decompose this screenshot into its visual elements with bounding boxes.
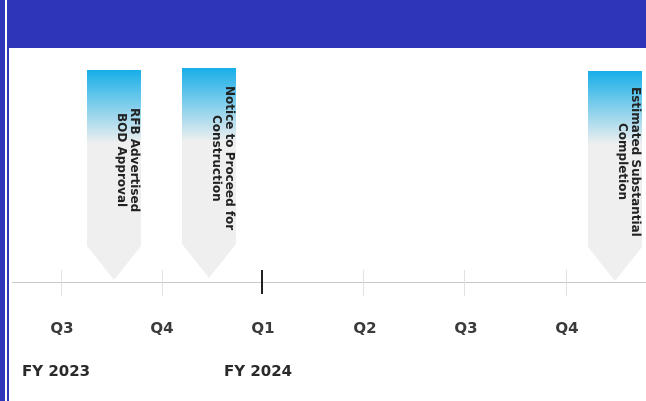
- quarter-label-q3-2024: Q3: [454, 319, 478, 337]
- quarter-tick: [464, 270, 465, 296]
- milestone-rfb-advertised[interactable]: RFB Advertised BOD Approval: [87, 70, 142, 280]
- quarter-tick: [61, 270, 62, 296]
- quarter-tick: [566, 270, 567, 296]
- fiscal-year-label-2023: FY 2023: [22, 362, 91, 380]
- header-bar: [0, 0, 646, 48]
- milestone-label-line1: Estimated Substantial: [629, 86, 643, 237]
- quarter-label-q3-2023: Q3: [50, 319, 74, 337]
- quarter-tick: [363, 270, 364, 296]
- quarter-label-q4-2023: Q4: [150, 319, 174, 337]
- milestone-label-line1: RFB Advertised: [128, 108, 142, 213]
- milestone-notice-to-proceed[interactable]: Notice to Proceed for Construction: [182, 68, 237, 278]
- quarter-tick: [162, 270, 163, 296]
- quarter-label-q2-2024: Q2: [353, 319, 377, 337]
- left-rail: [0, 0, 9, 401]
- milestone-label-line2: Construction: [210, 115, 224, 202]
- milestone-label-line2: Completion: [616, 122, 630, 201]
- milestone-label-line2: BOD Approval: [115, 113, 129, 208]
- timeline-axis: [12, 282, 646, 283]
- milestone-label-line1: Notice to Proceed for: [223, 86, 237, 231]
- fiscal-year-label-2024: FY 2024: [224, 362, 293, 380]
- milestone-estimated-completion[interactable]: Estimated Substantial Completion: [588, 71, 643, 281]
- today-marker: [261, 270, 263, 294]
- quarter-label-q1-2024: Q1: [251, 319, 275, 337]
- quarter-label-q4-2024: Q4: [555, 319, 579, 337]
